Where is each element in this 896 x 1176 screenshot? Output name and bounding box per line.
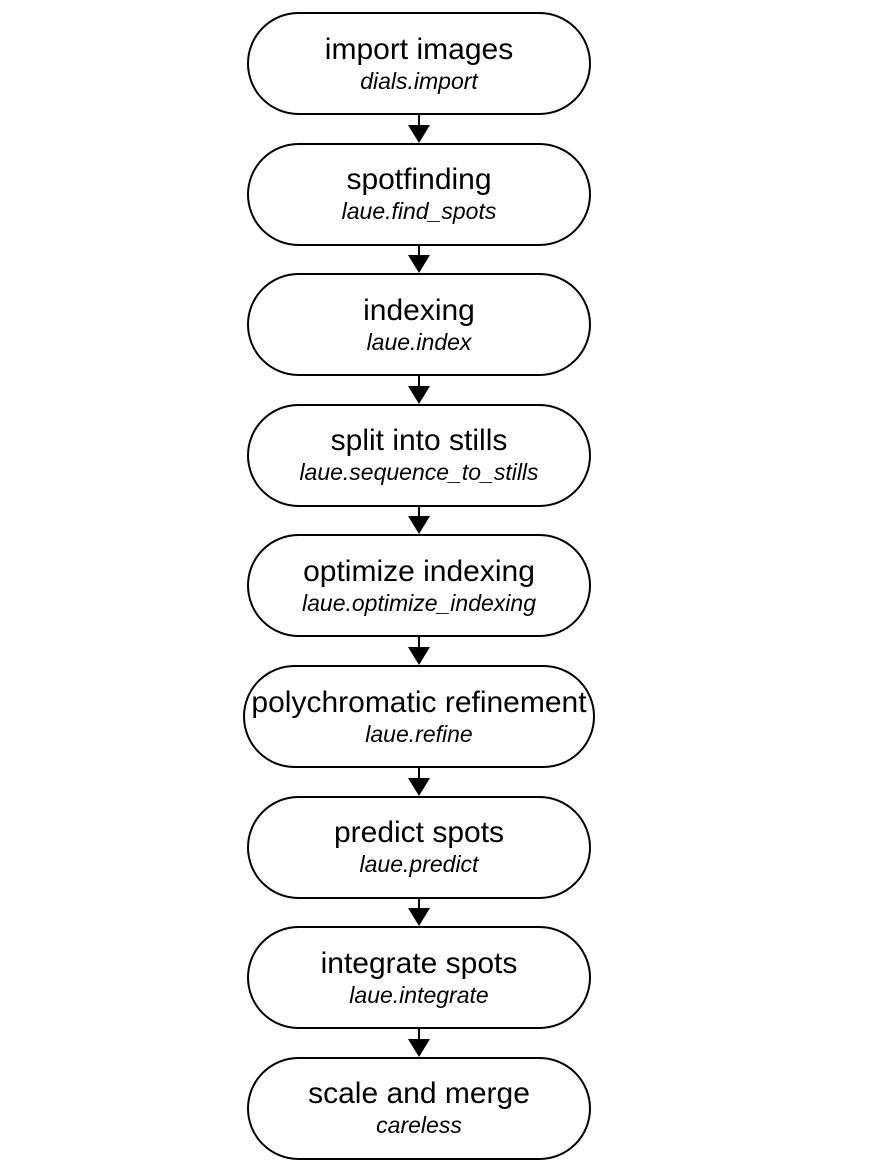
step-title: spotfinding: [346, 163, 492, 197]
step-title: integrate spots: [320, 946, 518, 980]
step-title: optimize indexing: [303, 554, 535, 588]
arrow-down-icon: [408, 647, 430, 665]
step-node: spotfinding laue.find_spots: [247, 142, 591, 246]
flow-connector-line: [418, 506, 420, 519]
step-command: laue.integrate: [349, 981, 489, 1008]
flow-connector-line: [418, 115, 420, 127]
arrow-down-icon: [408, 777, 430, 796]
arrow-down-icon: [408, 908, 430, 927]
arrow-down-icon: [408, 516, 430, 535]
flow-connector-line: [418, 245, 420, 258]
step-title: indexing: [363, 293, 475, 327]
step-command: laue.predict: [359, 851, 479, 878]
arrow-down-icon: [408, 124, 430, 143]
flow-connector-line: [418, 637, 420, 649]
flow-connector-line: [418, 898, 420, 911]
step-command: laue.optimize_indexing: [302, 589, 536, 616]
step-node: predict spots laue.predict: [247, 795, 591, 899]
step-node: polychromatic refinement laue.refine: [243, 665, 595, 768]
step-title: polychromatic refinement: [251, 685, 587, 719]
step-command: careless: [376, 1112, 462, 1139]
arrow-down-icon: [408, 255, 430, 274]
step-node: scale and merge careless: [247, 1056, 591, 1160]
step-command: dials.import: [360, 67, 478, 94]
step-command: laue.index: [366, 328, 472, 355]
step-command: laue.sequence_to_stills: [299, 459, 539, 486]
step-title: predict spots: [333, 816, 505, 850]
step-command: laue.find_spots: [341, 198, 497, 225]
step-title: scale and merge: [308, 1077, 530, 1111]
step-node: optimize indexing laue.optimize_indexing: [247, 534, 591, 638]
step-title: split into stills: [330, 424, 508, 458]
flow-connector-line: [418, 768, 420, 780]
step-title: import images: [324, 32, 514, 66]
step-node: integrate spots laue.integrate: [247, 926, 591, 1030]
step-node: split into stills laue.sequence_to_stills: [247, 403, 591, 507]
arrow-down-icon: [408, 385, 430, 404]
step-node: import images dials.import: [247, 12, 591, 115]
step-command: laue.refine: [365, 720, 473, 747]
flow-connector-line: [418, 1029, 420, 1041]
step-node: indexing laue.index: [247, 273, 591, 377]
flow-connector-line: [418, 376, 420, 388]
arrow-down-icon: [408, 1038, 430, 1057]
